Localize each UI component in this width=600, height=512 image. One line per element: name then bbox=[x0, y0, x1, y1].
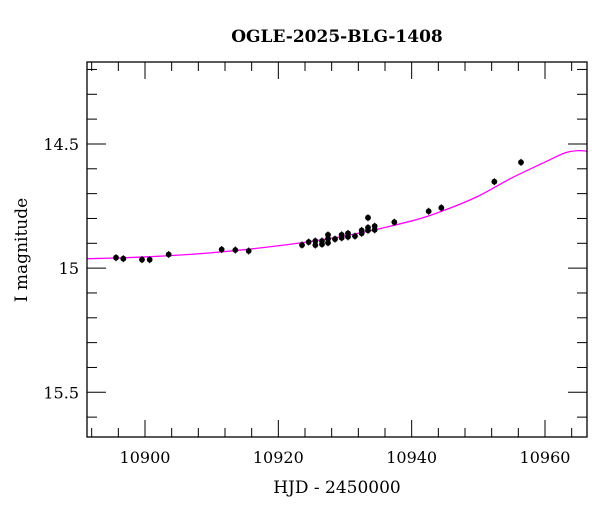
model-curve-group bbox=[86, 149, 588, 260]
x-tick-label: 10940 bbox=[386, 448, 437, 467]
data-points-group bbox=[113, 158, 524, 264]
data-point bbox=[358, 230, 365, 237]
data-point bbox=[218, 246, 225, 253]
data-point bbox=[319, 241, 325, 248]
x-tick-label: 10920 bbox=[253, 448, 304, 467]
x-axis-label: HJD - 2450000 bbox=[273, 478, 401, 498]
data-point bbox=[391, 219, 398, 226]
y-axis-label: I magnitude bbox=[12, 198, 32, 302]
data-point bbox=[371, 226, 378, 233]
data-point bbox=[120, 255, 127, 262]
data-point bbox=[325, 231, 331, 238]
plot-frame bbox=[86, 61, 588, 438]
data-point bbox=[139, 256, 145, 263]
data-point bbox=[146, 256, 153, 263]
data-point bbox=[518, 159, 524, 166]
y-tick-label: 15.5 bbox=[43, 383, 79, 402]
tick-labels: 10900 10920 10940 10960 14.5 15 15.5 bbox=[43, 135, 570, 467]
data-point bbox=[345, 233, 351, 240]
data-point bbox=[245, 248, 252, 254]
data-point bbox=[332, 236, 338, 242]
data-point bbox=[425, 208, 432, 215]
data-point bbox=[299, 242, 305, 248]
data-point bbox=[325, 239, 331, 246]
data-point bbox=[113, 254, 119, 261]
y-tick-label: 15 bbox=[59, 259, 79, 278]
x-tick-label: 10900 bbox=[120, 448, 171, 467]
data-point bbox=[305, 239, 312, 245]
data-point bbox=[165, 251, 172, 258]
data-point bbox=[312, 238, 319, 244]
data-point bbox=[438, 204, 445, 211]
data-point bbox=[365, 227, 371, 234]
data-point bbox=[232, 247, 239, 253]
data-point bbox=[491, 178, 498, 185]
data-point bbox=[338, 234, 345, 241]
data-point bbox=[352, 233, 358, 239]
data-point bbox=[325, 235, 331, 242]
x-tick-label: 10960 bbox=[520, 448, 571, 467]
y-tick-label: 14.5 bbox=[43, 135, 79, 154]
data-point bbox=[312, 242, 319, 248]
axis-ticks bbox=[87, 62, 587, 437]
data-point bbox=[365, 214, 371, 221]
chart-title: OGLE-2025-BLG-1408 bbox=[231, 27, 443, 47]
model-curve bbox=[86, 149, 588, 260]
